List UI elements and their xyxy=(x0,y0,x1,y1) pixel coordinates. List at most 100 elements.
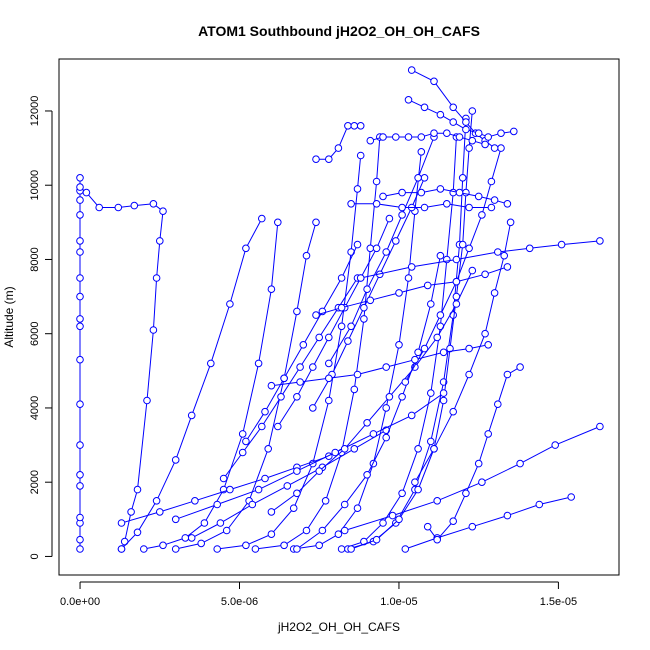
data-point xyxy=(238,448,247,457)
series-1 xyxy=(82,188,167,553)
data-point xyxy=(465,370,473,379)
data-point xyxy=(430,129,438,137)
data-point xyxy=(436,311,445,319)
data-point xyxy=(382,404,391,412)
data-point xyxy=(398,188,406,197)
data-point xyxy=(152,274,161,282)
data-point xyxy=(363,419,371,427)
data-point xyxy=(490,196,499,204)
data-point xyxy=(385,393,394,401)
series-29 xyxy=(366,129,489,149)
data-point xyxy=(258,422,266,431)
data-point xyxy=(117,545,126,553)
data-point xyxy=(360,315,368,323)
data-point xyxy=(76,248,84,256)
series-20 xyxy=(325,133,438,368)
data-point xyxy=(535,500,544,509)
data-point xyxy=(302,526,311,535)
data-point xyxy=(462,188,470,197)
data-point xyxy=(372,177,381,186)
data-point xyxy=(200,519,209,527)
data-point xyxy=(481,140,489,149)
series-23 xyxy=(356,237,604,282)
data-point xyxy=(465,203,473,212)
data-point xyxy=(347,200,355,208)
data-point xyxy=(117,519,126,527)
data-point xyxy=(171,515,180,524)
data-point xyxy=(363,285,371,294)
data-point xyxy=(76,183,84,191)
data-point xyxy=(490,289,499,297)
data-point xyxy=(443,200,451,208)
data-point xyxy=(340,526,349,535)
series-6 xyxy=(251,133,384,553)
data-point xyxy=(226,485,234,494)
data-point xyxy=(379,519,387,527)
data-point xyxy=(76,322,84,331)
data-point xyxy=(159,541,167,550)
data-point xyxy=(293,545,301,553)
data-point xyxy=(143,396,151,405)
plot-frame xyxy=(58,58,620,576)
data-point xyxy=(312,155,320,163)
data-point xyxy=(347,322,355,331)
data-point xyxy=(76,471,84,479)
data-point xyxy=(395,289,403,297)
data-point xyxy=(398,203,406,212)
data-point xyxy=(458,240,467,249)
data-point xyxy=(423,281,432,290)
series-11 xyxy=(187,426,391,542)
data-point xyxy=(274,422,282,431)
series-line xyxy=(271,270,473,513)
series-30 xyxy=(312,122,365,163)
data-point xyxy=(436,185,445,193)
data-point xyxy=(497,144,505,152)
data-point xyxy=(82,188,91,197)
y-tick-label: 2000 xyxy=(29,470,41,494)
data-point xyxy=(401,378,410,386)
data-point xyxy=(503,200,512,208)
data-point xyxy=(465,344,473,353)
data-point xyxy=(149,200,158,208)
data-point xyxy=(277,393,285,401)
data-point xyxy=(449,188,458,197)
data-point xyxy=(219,474,228,483)
data-point xyxy=(337,545,346,553)
data-point xyxy=(325,333,333,342)
data-point xyxy=(452,300,461,308)
data-point xyxy=(197,539,205,548)
data-point xyxy=(76,400,84,409)
data-point xyxy=(510,127,518,136)
data-point xyxy=(344,337,352,345)
data-point xyxy=(309,404,317,412)
data-point xyxy=(487,203,496,212)
series-17 xyxy=(242,240,362,446)
data-point xyxy=(187,411,196,420)
data-point xyxy=(385,214,394,223)
data-point xyxy=(127,508,135,516)
series-31 xyxy=(267,341,493,390)
data-point xyxy=(76,211,84,219)
data-point xyxy=(280,541,288,550)
series-line xyxy=(315,266,508,316)
data-point xyxy=(516,459,524,468)
data-point xyxy=(337,303,346,312)
data-point xyxy=(76,355,84,364)
x-tick-label: 1.0e-05 xyxy=(380,596,417,608)
data-point xyxy=(242,541,250,550)
series-0 xyxy=(76,174,84,553)
data-point xyxy=(503,263,512,271)
data-point xyxy=(404,274,413,282)
data-point xyxy=(353,185,362,193)
data-point xyxy=(436,110,445,119)
chart-title: ATOM1 Southbound jH2O2_OH_OH_CAFS xyxy=(198,23,480,39)
data-point xyxy=(280,374,288,383)
data-point xyxy=(468,266,477,275)
data-point xyxy=(427,437,435,446)
data-point xyxy=(420,203,429,212)
data-point xyxy=(398,489,406,498)
data-point xyxy=(296,363,304,371)
data-point xyxy=(439,348,448,357)
data-point xyxy=(133,485,142,494)
data-point xyxy=(468,107,477,115)
